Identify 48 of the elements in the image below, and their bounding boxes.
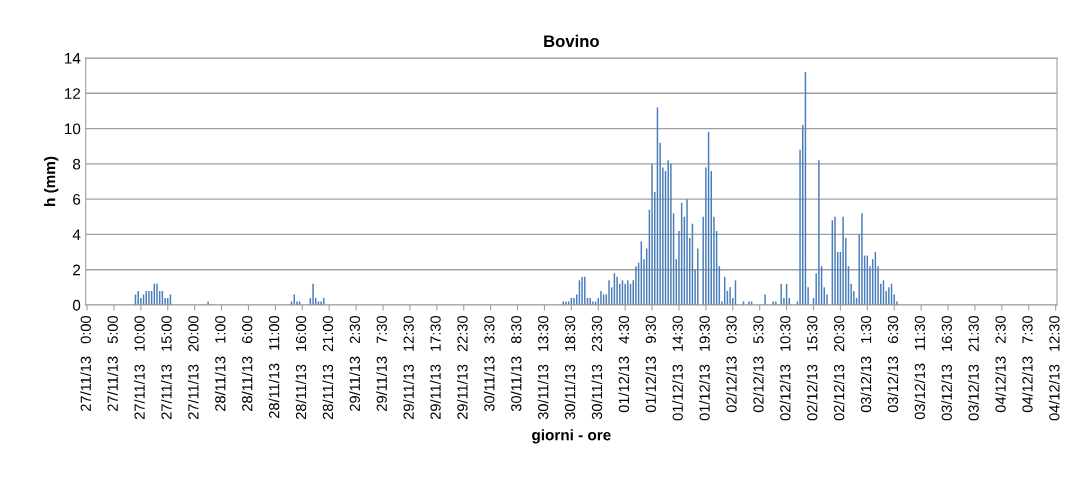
x-tick-label: 27/11/13 10:00 — [134, 315, 145, 420]
x-tick-label: 01/12/13 9:30 — [645, 315, 656, 413]
y-tick-label: 4 — [72, 229, 81, 240]
chart-title: Bovino — [544, 34, 599, 48]
x-axis-title: giorni - ore — [532, 429, 611, 444]
x-tick-label: 29/11/13 7:30 — [376, 315, 387, 411]
x-tick-label: 28/11/13 1:00 — [214, 315, 226, 411]
x-tick-label: 27/11/13 0:00 — [80, 315, 91, 411]
y-tick-label: 2 — [73, 264, 81, 276]
x-tick-label: 04/12/13 7:30 — [1021, 315, 1033, 413]
x-tick-label: 28/11/13 11:00 — [268, 315, 280, 418]
x-tick-label: 29/11/13 12:30 — [403, 315, 414, 420]
x-tick-label: 04/12/13 2:30 — [995, 315, 1006, 413]
y-tick-label: 0 — [72, 299, 81, 311]
x-tick-label: 30/11/13 23:30 — [591, 315, 603, 420]
x-tick-label: 01/12/13 19:30 — [699, 315, 710, 421]
x-tick-label: 29/11/13 22:30 — [456, 315, 468, 420]
x-tick-label: 01/12/13 14:30 — [672, 315, 683, 421]
x-tick-label: 02/12/13 0:30 — [725, 315, 737, 413]
x-tick-label: 28/11/13 6:00 — [241, 315, 253, 411]
x-tick-label: 27/11/13 5:00 — [107, 315, 118, 411]
x-tick-label: 02/12/13 10:30 — [779, 315, 791, 421]
x-tick-label: 01/12/13 4:30 — [618, 315, 630, 413]
x-tick-label: 03/12/13 1:30 — [860, 315, 872, 413]
x-tick-label: 03/12/13 11:30 — [914, 315, 926, 420]
y-tick-label: 14 — [65, 53, 81, 64]
x-tick-label: 30/11/13 18:30 — [564, 315, 576, 420]
y-tick-label: 10 — [65, 123, 81, 135]
x-tick-label: 30/11/13 3:30 — [483, 315, 495, 412]
x-tick-label: 27/11/13 15:00 — [160, 315, 172, 420]
x-tick-label: 03/12/13 21:30 — [968, 315, 979, 421]
y-tick-label: 8 — [73, 158, 81, 170]
y-tick-label: 12 — [65, 88, 81, 99]
x-tick-label: 29/11/13 2:30 — [349, 315, 361, 411]
x-tick-label: 04/12/13 12:30 — [1048, 315, 1060, 421]
x-tick-label: 28/11/13 16:00 — [295, 315, 307, 420]
x-tick-label: 28/11/13 21:00 — [322, 315, 334, 420]
x-tick-label: 02/12/13 15:30 — [806, 315, 818, 421]
x-tick-label: 30/11/13 13:30 — [537, 315, 549, 420]
x-tick-label: 03/12/13 6:30 — [887, 315, 899, 413]
x-tick-label: 27/11/13 20:00 — [187, 315, 199, 420]
x-tick-label: 30/11/13 8:30 — [510, 315, 522, 412]
y-tick-label: 6 — [73, 194, 81, 205]
x-tick-label: 03/12/13 16:30 — [941, 315, 952, 421]
x-tick-label: 02/12/13 5:30 — [752, 315, 764, 413]
x-tick-label: 02/12/13 20:30 — [833, 315, 845, 421]
x-tick-label: 29/11/13 17:30 — [430, 315, 441, 420]
y-axis-title: h (mm) — [44, 156, 59, 206]
